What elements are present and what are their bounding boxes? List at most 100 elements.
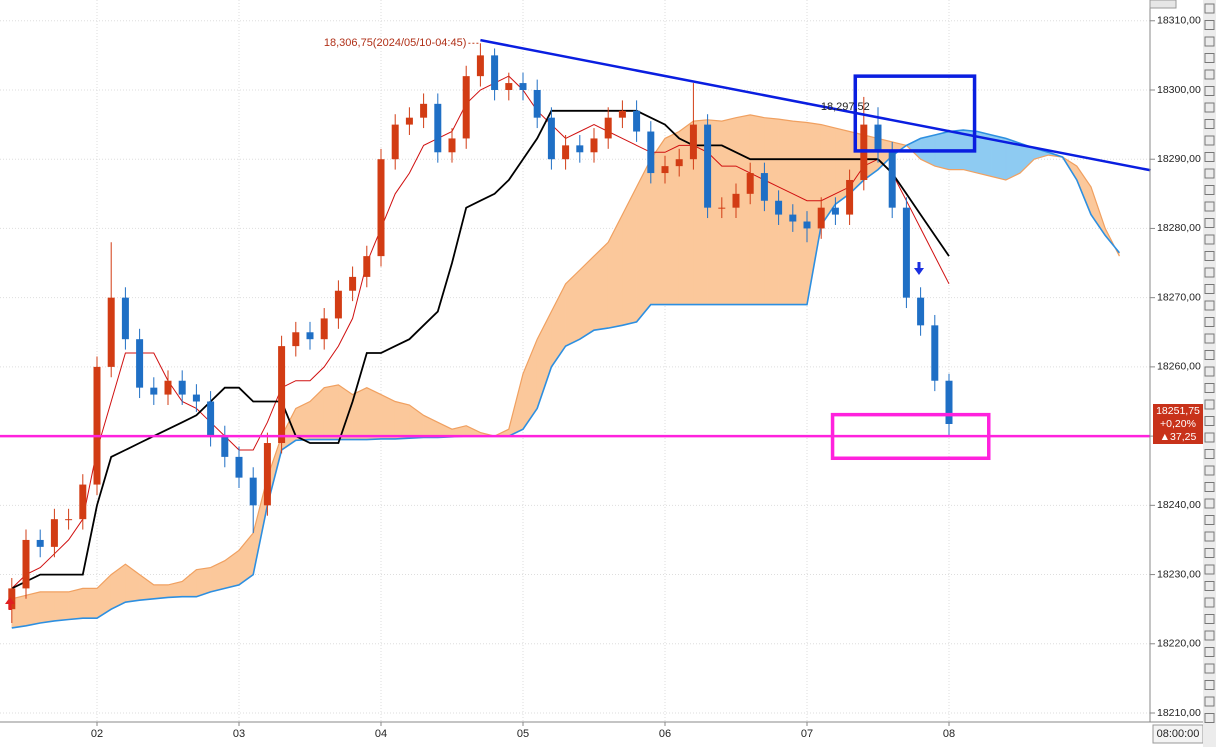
toolbar-icon[interactable] [1204, 383, 1215, 393]
highlight-box [830, 412, 991, 461]
y-tick-label: 18280,00 [1157, 222, 1201, 234]
toolbar-icon[interactable] [1204, 498, 1215, 509]
y-tick-label: 18210,00 [1157, 707, 1201, 719]
candle-body [803, 221, 811, 229]
toolbar-icon[interactable] [1204, 680, 1215, 690]
y-tick-label: 18300,00 [1157, 84, 1201, 96]
candle-body [434, 103, 442, 153]
candle-body [8, 588, 16, 610]
y-tick-label: 18270,00 [1157, 291, 1201, 303]
toolbar-icon[interactable] [1204, 630, 1215, 641]
cloud-segment [593, 241, 609, 331]
candle-body [278, 346, 286, 444]
toolbar-icon[interactable] [1204, 3, 1215, 14]
candle-body [377, 159, 385, 257]
y-tick-label: 18230,00 [1157, 568, 1201, 580]
toolbar-icon[interactable] [1204, 597, 1215, 608]
toolbar-icon[interactable] [1204, 713, 1215, 723]
candle-body [874, 124, 882, 153]
candle-body [633, 110, 641, 132]
toolbar-icon[interactable] [1204, 548, 1215, 558]
toolbar [1203, 0, 1216, 747]
price-tag [1153, 404, 1203, 444]
candle-body [334, 290, 342, 319]
candle-body [576, 145, 584, 153]
candle-body [235, 456, 243, 478]
cloud-segment [153, 584, 169, 600]
cloud-segment [68, 588, 84, 620]
toolbar-icon[interactable] [1204, 449, 1215, 459]
candle-body [746, 173, 754, 194]
candle-body [647, 131, 655, 174]
candle-body [945, 380, 953, 424]
candle-body [732, 193, 740, 208]
toolbar-icon[interactable] [1204, 614, 1215, 624]
cloud-segment [366, 387, 382, 440]
toolbar-icon[interactable] [1204, 234, 1215, 245]
toolbar-icon[interactable] [1204, 168, 1215, 179]
candle-body [675, 159, 683, 167]
toolbar-icon[interactable] [1204, 152, 1215, 162]
trendline [480, 38, 1151, 172]
toolbar-icon[interactable] [1204, 696, 1215, 707]
toolbar-icon[interactable] [1204, 663, 1215, 674]
toolbar-icon[interactable] [1204, 465, 1215, 476]
candle-body [831, 207, 839, 215]
candle-body [150, 387, 158, 395]
cloud-segment [749, 114, 765, 305]
candle-body [349, 276, 357, 291]
toolbar-icon[interactable] [1204, 515, 1215, 525]
toolbar-icon[interactable] [1204, 86, 1215, 96]
candle-body [164, 380, 172, 395]
cloud-segment [792, 120, 808, 305]
toolbar-icon[interactable] [1204, 647, 1215, 657]
candle-body [817, 207, 825, 229]
toolbar-icon[interactable] [1204, 135, 1215, 146]
toolbar-icon[interactable] [1204, 201, 1215, 212]
toolbar-icon[interactable] [1204, 102, 1215, 113]
candle-body [391, 124, 399, 160]
annotation-label: 18,306,75(2024/05/10-04:45) [324, 37, 467, 49]
toolbar-icon[interactable] [1204, 350, 1215, 360]
toolbar-icon[interactable] [1204, 20, 1215, 30]
candle-body [533, 89, 541, 118]
x-tick-label: 03 [233, 728, 245, 740]
candle-body [789, 214, 797, 222]
candle-body [192, 394, 200, 402]
candle-body [590, 138, 598, 153]
toolbar-icon[interactable] [1204, 53, 1215, 63]
toolbar-icon[interactable] [1204, 251, 1215, 261]
toolbar-icon[interactable] [1204, 317, 1215, 327]
toolbar-icon[interactable] [1204, 185, 1215, 195]
candle-body [462, 76, 470, 139]
toolbar-icon[interactable] [1204, 218, 1215, 228]
cloud-segment [664, 131, 680, 305]
toolbar-icon[interactable] [1204, 416, 1215, 426]
toolbar-icon[interactable] [1204, 36, 1215, 47]
toolbar-icon[interactable] [1204, 432, 1215, 443]
buy-arrow [5, 597, 15, 610]
candle-body [704, 124, 712, 208]
x-tick-label: 02 [91, 728, 103, 740]
candle-body [902, 207, 910, 298]
candle-body [760, 173, 768, 201]
toolbar-icon[interactable] [1204, 564, 1215, 575]
candle-body [476, 55, 484, 77]
toolbar-icon[interactable] [1204, 69, 1215, 80]
toolbar-icon[interactable] [1204, 366, 1215, 377]
line-kijun [11, 109, 950, 590]
toolbar-icon[interactable] [1204, 119, 1215, 129]
toolbar-icon[interactable] [1204, 333, 1215, 344]
toolbar-icon[interactable] [1204, 399, 1215, 410]
candle-body [846, 179, 854, 215]
toolbar-icon[interactable] [1204, 267, 1215, 278]
toolbar-icon[interactable] [1204, 482, 1215, 492]
toolbar-icon[interactable] [1204, 581, 1215, 591]
toolbar-icon[interactable] [1204, 531, 1215, 542]
cloud-segment [380, 394, 396, 440]
candle-body [22, 539, 30, 589]
toolbar-icon[interactable] [1204, 300, 1215, 311]
toolbar-icon[interactable] [1204, 284, 1215, 294]
mode-button[interactable] [1149, 0, 1177, 9]
